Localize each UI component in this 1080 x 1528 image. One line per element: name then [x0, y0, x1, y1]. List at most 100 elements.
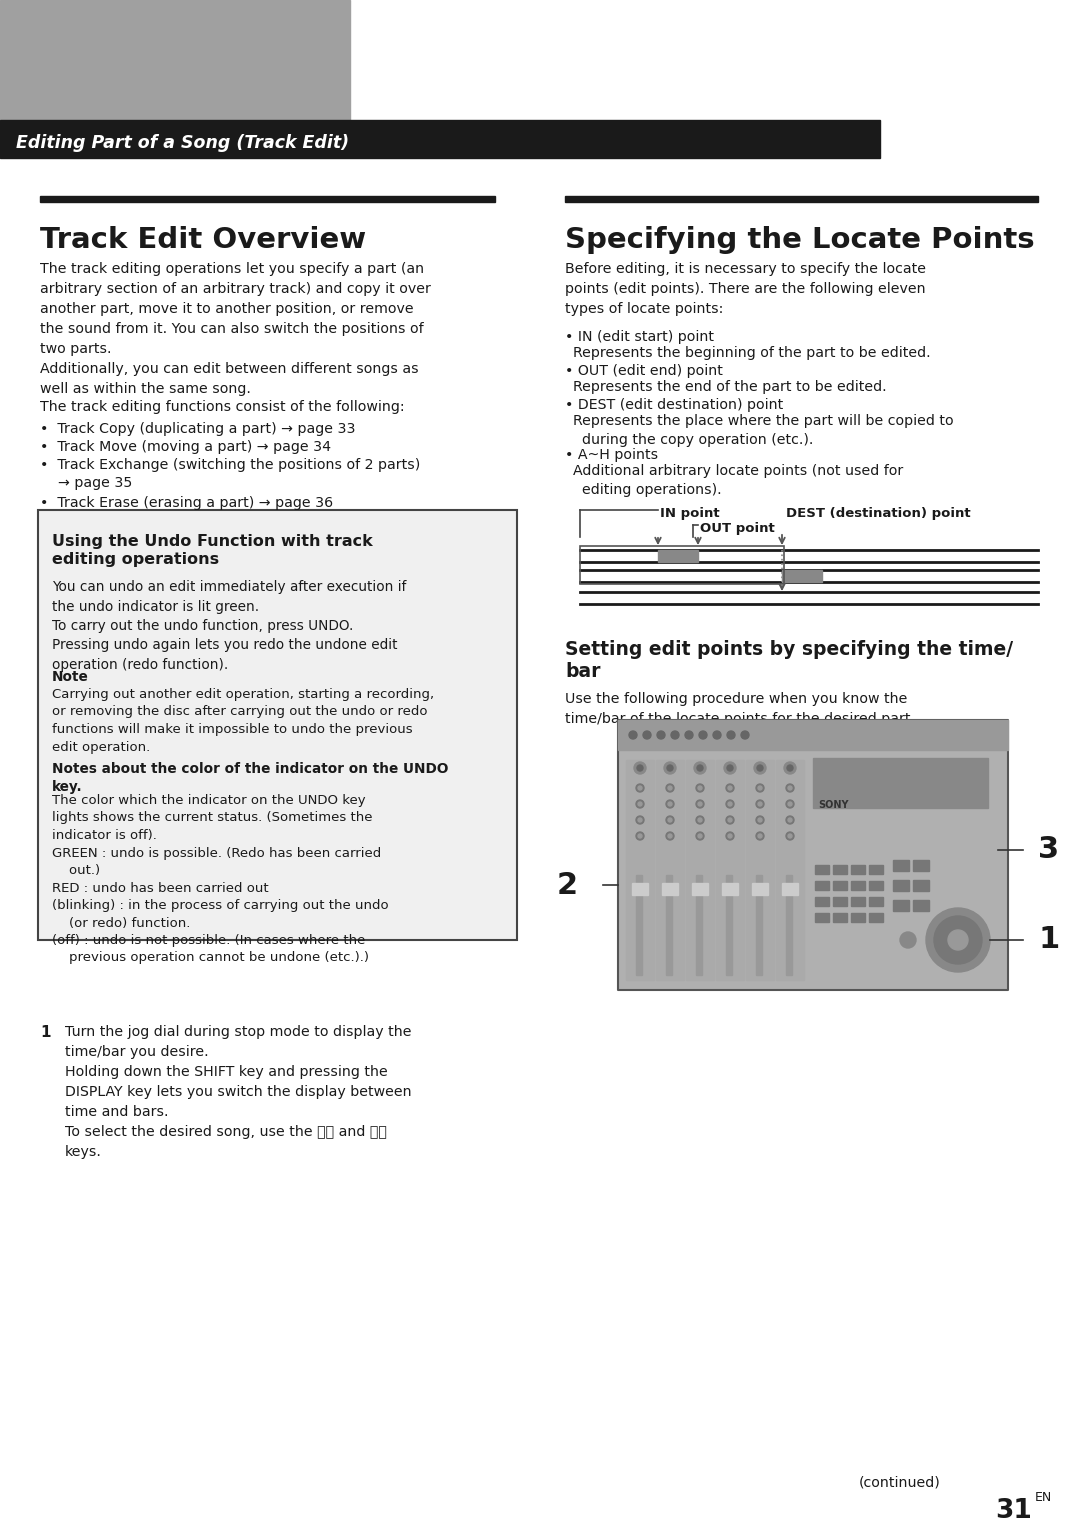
Bar	[813, 758, 988, 808]
Circle shape	[629, 730, 637, 740]
Bar	[716, 759, 744, 979]
Circle shape	[728, 802, 732, 805]
Bar	[893, 860, 909, 871]
Circle shape	[727, 766, 733, 772]
Text: EN: EN	[1035, 1491, 1052, 1504]
Bar	[815, 914, 829, 921]
Text: Use the following procedure when you know the
time/bar of the locate points for : Use the following procedure when you kno…	[565, 692, 915, 726]
Bar	[815, 897, 829, 906]
Bar	[869, 897, 883, 906]
Circle shape	[757, 766, 762, 772]
Circle shape	[669, 817, 672, 822]
Bar	[565, 196, 1038, 202]
Text: DEST (destination) point: DEST (destination) point	[786, 507, 971, 520]
Circle shape	[948, 931, 968, 950]
Circle shape	[756, 816, 764, 824]
Circle shape	[786, 816, 794, 824]
Circle shape	[636, 801, 644, 808]
Circle shape	[713, 730, 721, 740]
Circle shape	[728, 785, 732, 790]
Circle shape	[727, 730, 735, 740]
Bar	[662, 883, 678, 895]
Circle shape	[638, 785, 642, 790]
Bar	[869, 882, 883, 889]
Circle shape	[786, 801, 794, 808]
Circle shape	[934, 915, 982, 964]
Text: 1: 1	[40, 1025, 51, 1041]
Bar	[893, 880, 909, 891]
Text: The color which the indicator on the UNDO key
lights shows the current status. (: The color which the indicator on the UND…	[52, 795, 389, 964]
Circle shape	[788, 785, 792, 790]
Bar	[580, 545, 784, 584]
Circle shape	[666, 784, 674, 792]
Circle shape	[696, 816, 704, 824]
Text: •  Track Erase (erasing a part) → page 36: • Track Erase (erasing a part) → page 36	[40, 497, 333, 510]
Circle shape	[696, 833, 704, 840]
Text: OUT point: OUT point	[700, 523, 774, 535]
Circle shape	[657, 730, 665, 740]
Text: Carrying out another edit operation, starting a recording,
or removing the disc : Carrying out another edit operation, sta…	[52, 688, 434, 753]
Circle shape	[698, 834, 702, 837]
Circle shape	[758, 817, 762, 822]
Text: 3: 3	[1038, 836, 1059, 865]
Circle shape	[741, 730, 750, 740]
Circle shape	[667, 766, 673, 772]
Circle shape	[784, 762, 796, 775]
Text: 31: 31	[995, 1497, 1032, 1523]
Circle shape	[786, 833, 794, 840]
Bar	[656, 759, 684, 979]
Text: •  Track Move (moving a part) → page 34: • Track Move (moving a part) → page 34	[40, 440, 332, 454]
Circle shape	[698, 802, 702, 805]
Text: • OUT (edit end) point: • OUT (edit end) point	[565, 364, 723, 377]
Text: bar: bar	[565, 662, 600, 681]
Circle shape	[666, 833, 674, 840]
Text: • DEST (edit destination) point: • DEST (edit destination) point	[565, 397, 783, 413]
Bar	[869, 865, 883, 874]
Bar	[851, 914, 865, 921]
Text: SONY: SONY	[818, 801, 849, 810]
Text: Editing Part of a Song (Track Edit): Editing Part of a Song (Track Edit)	[16, 134, 349, 151]
Circle shape	[636, 784, 644, 792]
Circle shape	[726, 816, 734, 824]
Circle shape	[756, 801, 764, 808]
Circle shape	[669, 785, 672, 790]
Circle shape	[666, 816, 674, 824]
Circle shape	[728, 817, 732, 822]
Circle shape	[900, 932, 916, 947]
Bar	[815, 865, 829, 874]
Bar	[913, 900, 929, 911]
Circle shape	[758, 834, 762, 837]
Bar	[851, 865, 865, 874]
Bar	[913, 860, 929, 871]
Bar	[833, 897, 847, 906]
Bar	[913, 880, 929, 891]
Text: Before editing, it is necessary to specify the locate
points (edit points). Ther: Before editing, it is necessary to speci…	[565, 261, 926, 316]
Circle shape	[636, 833, 644, 840]
Text: The track editing operations let you specify a part (an
arbitrary section of an : The track editing operations let you spe…	[40, 261, 431, 396]
Circle shape	[926, 908, 990, 972]
Bar	[618, 720, 1008, 990]
Circle shape	[728, 834, 732, 837]
Circle shape	[758, 802, 762, 805]
Bar	[686, 759, 714, 979]
Bar	[726, 876, 732, 975]
Bar	[626, 759, 654, 979]
Circle shape	[643, 730, 651, 740]
Text: → page 35: → page 35	[58, 477, 133, 490]
Text: Represents the end of the part to be edited.: Represents the end of the part to be edi…	[573, 380, 887, 394]
Bar	[723, 883, 738, 895]
Bar	[38, 510, 517, 940]
Bar	[782, 570, 822, 582]
Circle shape	[669, 834, 672, 837]
Bar	[782, 883, 798, 895]
Bar	[618, 720, 1008, 750]
Bar	[893, 900, 909, 911]
Circle shape	[754, 762, 766, 775]
Bar	[658, 550, 698, 562]
Text: IN point: IN point	[660, 507, 719, 520]
Text: 1: 1	[1038, 926, 1059, 955]
Text: (continued): (continued)	[859, 1475, 940, 1488]
Circle shape	[634, 762, 646, 775]
Circle shape	[726, 833, 734, 840]
Text: editing operations: editing operations	[52, 552, 219, 567]
